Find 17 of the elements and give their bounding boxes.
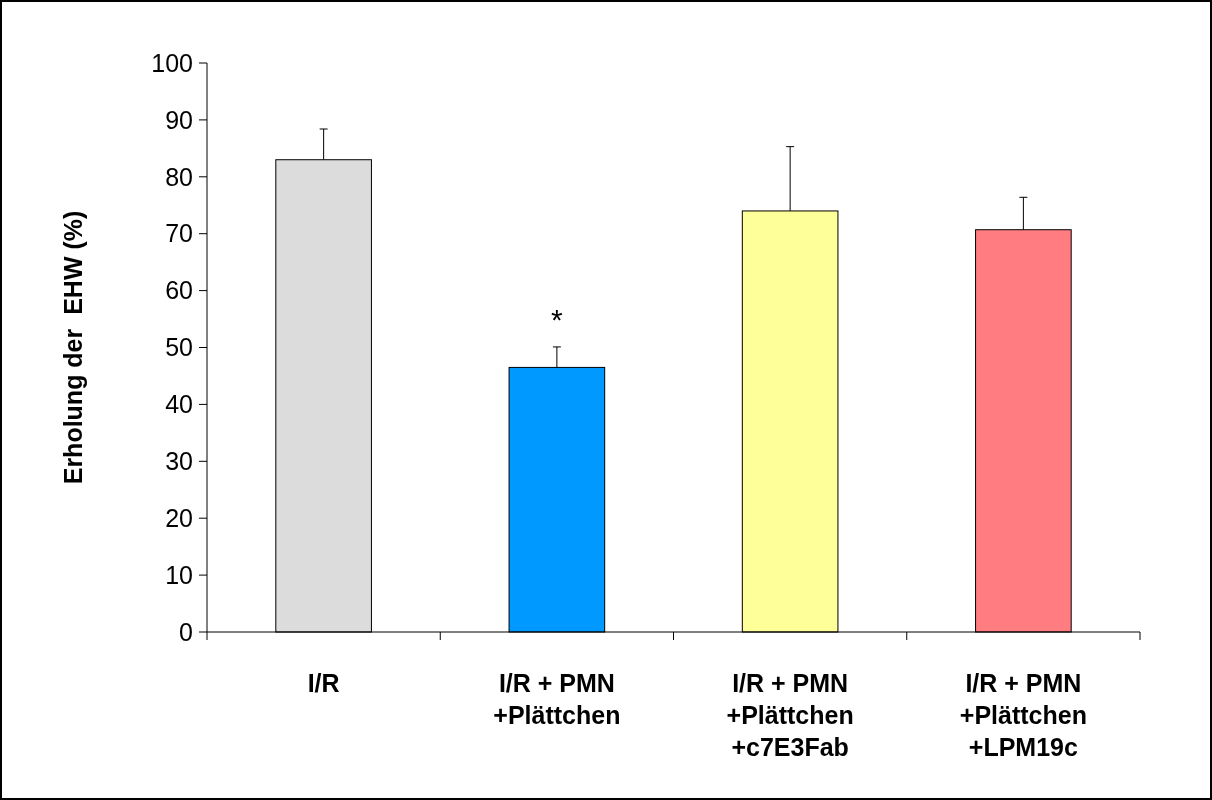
- y-axis-title: Erholung der EHW (%): [59, 210, 87, 485]
- y-tick-label: 30: [165, 447, 193, 476]
- y-tick-label: 10: [165, 560, 193, 589]
- y-tick-label: 40: [165, 390, 193, 419]
- x-tick-label: I/R + PMN +Plättchen: [493, 669, 621, 729]
- y-tick-label: 90: [165, 105, 193, 134]
- y-tick-label: 20: [165, 503, 193, 532]
- y-tick-label: 70: [165, 219, 193, 248]
- y-tick-label: 0: [179, 617, 193, 646]
- y-tick-label: 100: [151, 48, 193, 77]
- y-tick-label: 80: [165, 162, 193, 191]
- x-tick-label: I/R + PMN +Plättchen +LPM19c: [959, 669, 1087, 761]
- annotation: *: [551, 302, 564, 336]
- y-tick-label: 60: [165, 276, 193, 305]
- y-tick-label: 50: [165, 333, 193, 362]
- x-tick-label: I/R + PMN +Plättchen +c7E3Fab: [726, 669, 854, 761]
- x-tick-label: I/R: [307, 669, 340, 697]
